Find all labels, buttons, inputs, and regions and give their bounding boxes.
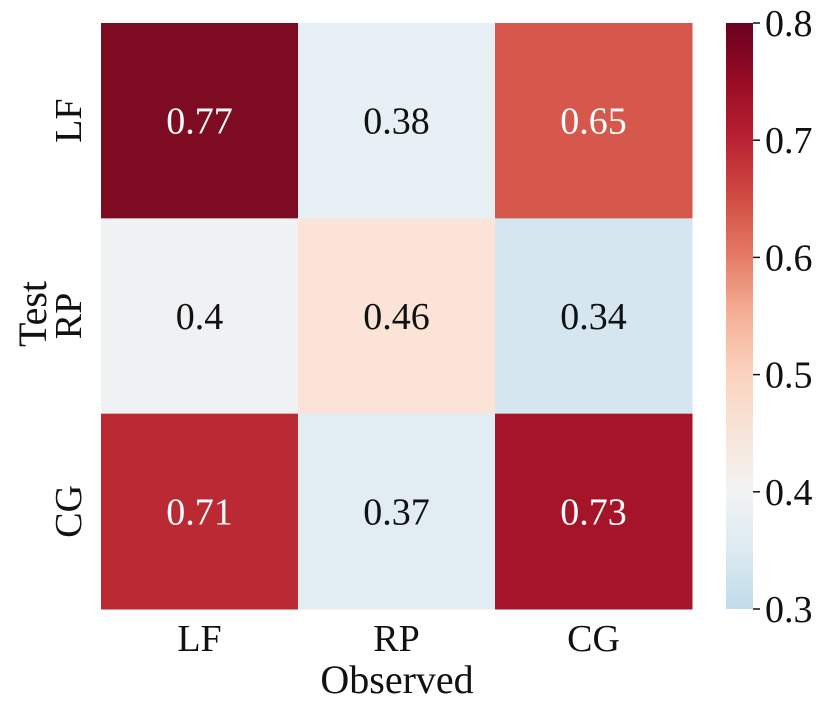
y-tick-label: CG	[48, 485, 90, 538]
heatmap-cells: 0.77 0.38 0.65 0.4 0.46 0.34 0.71 0.37 0.73	[101, 23, 693, 610]
y-tick-label: LF	[48, 98, 90, 142]
x-axis-label: Observed	[320, 657, 473, 702]
heatmap-cell	[101, 23, 299, 219]
cell-value-label: 0.46	[363, 296, 430, 338]
heatmap-cell	[298, 218, 496, 415]
colorbar-tick-label: 0.8	[765, 3, 813, 45]
colorbar-tick-label: 0.3	[765, 589, 813, 631]
x-tick-label: CG	[567, 618, 620, 660]
colorbar-ticks: 0.3 0.4 0.5 0.6 0.7 0.8	[753, 3, 813, 631]
x-tick-labels: LF RP CG	[177, 618, 620, 660]
heatmap-cell	[495, 413, 693, 610]
colorbar-tick-label: 0.7	[765, 120, 813, 162]
cell-value-label: 0.73	[560, 491, 627, 533]
x-tick-label: LF	[177, 618, 221, 660]
cell-value-label: 0.37	[363, 491, 430, 533]
heatmap-cell	[101, 218, 299, 415]
colorbar-tick-label: 0.5	[765, 355, 813, 397]
colorbar	[726, 23, 753, 609]
cell-value-label: 0.38	[363, 101, 430, 143]
heatmap-cell	[101, 413, 299, 610]
heatmap-cell	[495, 218, 693, 415]
colorbar-tick-label: 0.4	[765, 472, 813, 514]
y-tick-labels: LF RP CG	[48, 98, 90, 537]
cell-value-label: 0.71	[166, 491, 233, 533]
cell-value-label: 0.4	[176, 296, 224, 338]
cell-value-label: 0.34	[560, 296, 627, 338]
colorbar-tick-label: 0.6	[765, 237, 813, 279]
x-tick-label: RP	[373, 618, 419, 660]
heatmap-cell	[298, 413, 496, 610]
cell-value-label: 0.77	[166, 101, 233, 143]
y-tick-label: RP	[48, 293, 90, 339]
y-axis-label: Test	[10, 281, 55, 347]
heatmap-cell	[495, 23, 693, 219]
heatmap-cell	[298, 23, 496, 219]
cell-value-label: 0.65	[560, 101, 627, 143]
